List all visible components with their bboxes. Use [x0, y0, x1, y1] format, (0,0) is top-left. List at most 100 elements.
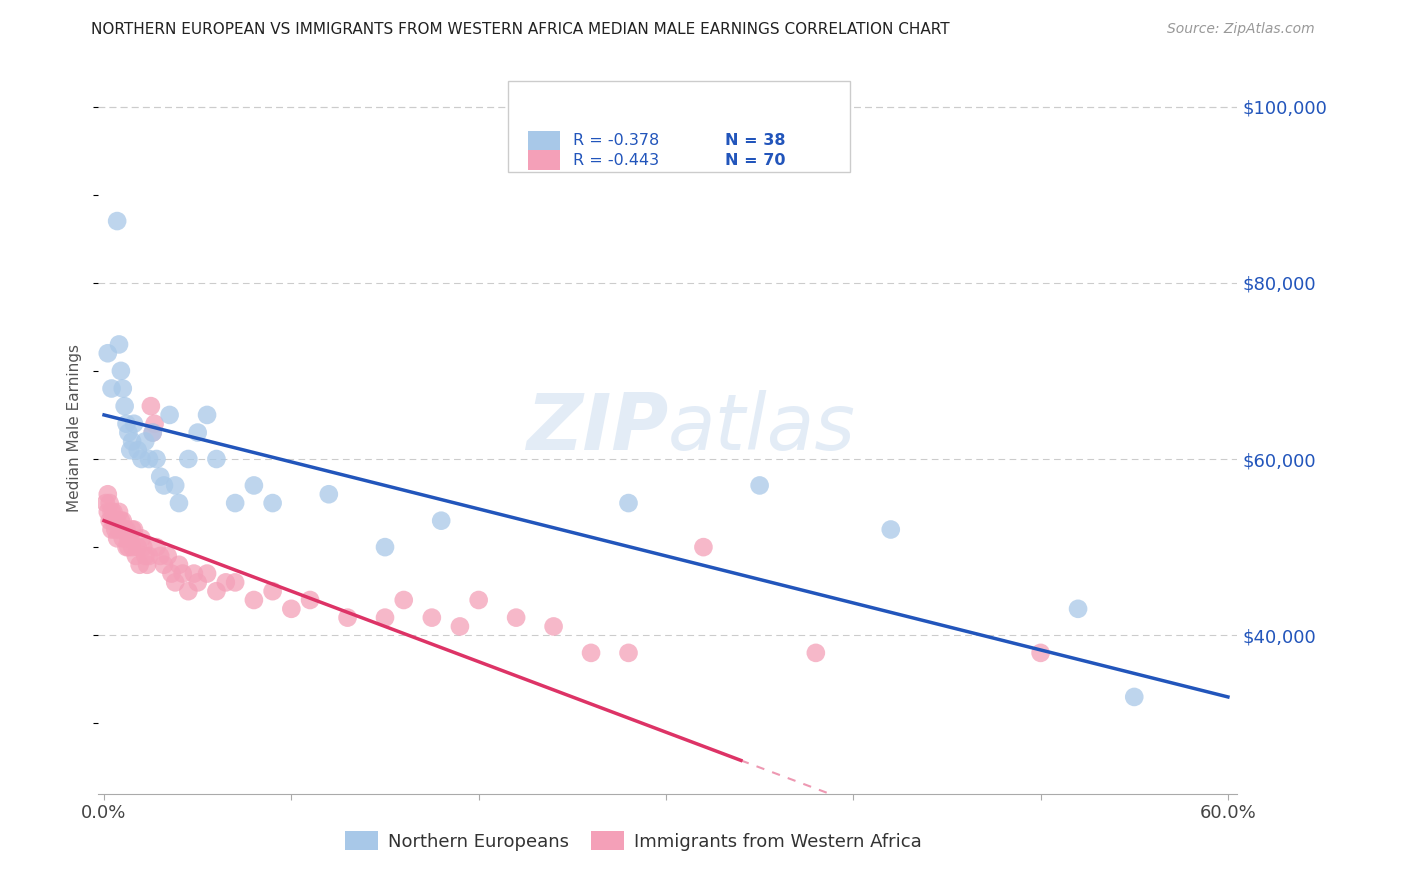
Point: [167, 558, 190, 572]
Point: [105, 214, 128, 228]
Point: [108, 523, 131, 537]
Point: [103, 514, 125, 528]
Point: [120, 443, 142, 458]
Point: [97, 346, 120, 360]
Point: [117, 425, 139, 440]
Point: [132, 540, 155, 554]
FancyBboxPatch shape: [527, 131, 560, 151]
Point: [183, 566, 205, 581]
Point: [692, 540, 714, 554]
Point: [131, 531, 153, 545]
Text: N = 38: N = 38: [725, 133, 786, 148]
Legend: Northern Europeans, Immigrants from Western Africa: Northern Europeans, Immigrants from West…: [337, 824, 929, 858]
Point: [117, 540, 139, 554]
Point: [543, 619, 565, 633]
Point: [262, 584, 284, 599]
Point: [149, 549, 172, 563]
FancyBboxPatch shape: [527, 151, 560, 170]
Point: [430, 514, 453, 528]
Point: [110, 364, 132, 378]
Text: Source: ZipAtlas.com: Source: ZipAtlas.com: [1167, 22, 1315, 37]
Point: [280, 602, 302, 616]
Point: [115, 523, 138, 537]
Point: [110, 514, 132, 528]
Point: [122, 417, 145, 431]
Point: [299, 593, 322, 607]
Point: [120, 531, 142, 545]
Point: [115, 417, 138, 431]
Point: [1123, 690, 1146, 704]
Point: [94, 496, 117, 510]
Point: [617, 646, 640, 660]
Point: [167, 496, 190, 510]
Point: [105, 531, 128, 545]
FancyBboxPatch shape: [509, 81, 851, 172]
Text: NORTHERN EUROPEAN VS IMMIGRANTS FROM WESTERN AFRICA MEDIAN MALE EARNINGS CORRELA: NORTHERN EUROPEAN VS IMMIGRANTS FROM WES…: [91, 22, 950, 37]
Point: [336, 610, 359, 624]
Point: [392, 593, 415, 607]
Point: [122, 523, 145, 537]
Point: [159, 408, 181, 422]
Point: [187, 425, 209, 440]
Point: [145, 540, 167, 554]
Point: [139, 399, 162, 413]
Point: [105, 514, 128, 528]
Point: [420, 610, 443, 624]
Point: [243, 593, 266, 607]
Point: [131, 452, 153, 467]
Point: [138, 452, 160, 467]
Point: [117, 531, 139, 545]
Point: [97, 487, 120, 501]
Point: [98, 514, 121, 528]
Point: [153, 558, 176, 572]
Point: [100, 523, 122, 537]
Point: [114, 399, 136, 413]
Point: [121, 523, 143, 537]
Point: [224, 575, 246, 590]
Point: [318, 487, 340, 501]
Point: [134, 549, 156, 563]
Point: [136, 558, 159, 572]
Point: [160, 566, 183, 581]
Text: atlas: atlas: [668, 390, 856, 467]
Text: N = 70: N = 70: [725, 153, 786, 168]
Point: [165, 478, 187, 492]
Point: [1029, 646, 1052, 660]
Point: [195, 566, 218, 581]
Point: [617, 496, 640, 510]
Point: [153, 478, 176, 492]
Point: [205, 452, 228, 467]
Point: [262, 496, 284, 510]
Point: [128, 558, 150, 572]
Point: [100, 382, 122, 396]
Point: [114, 523, 136, 537]
Point: [104, 523, 127, 537]
Point: [138, 549, 160, 563]
Text: R = -0.443: R = -0.443: [574, 153, 659, 168]
Point: [149, 469, 172, 483]
Point: [121, 540, 143, 554]
Point: [579, 646, 602, 660]
Point: [177, 452, 200, 467]
Point: [187, 575, 209, 590]
Point: [108, 505, 131, 519]
Point: [134, 434, 156, 449]
Point: [243, 478, 266, 492]
Point: [374, 540, 396, 554]
Point: [165, 575, 187, 590]
Y-axis label: Median Male Earnings: Median Male Earnings: [67, 344, 83, 512]
Point: [177, 584, 200, 599]
Point: [97, 505, 120, 519]
Point: [195, 408, 218, 422]
Point: [205, 584, 228, 599]
Point: [143, 417, 166, 431]
Point: [100, 505, 122, 519]
Point: [224, 496, 246, 510]
Point: [142, 425, 165, 440]
Point: [108, 337, 131, 351]
Point: [215, 575, 238, 590]
Point: [145, 452, 167, 467]
Point: [127, 540, 149, 554]
Point: [880, 523, 903, 537]
Text: ZIP: ZIP: [526, 390, 668, 467]
